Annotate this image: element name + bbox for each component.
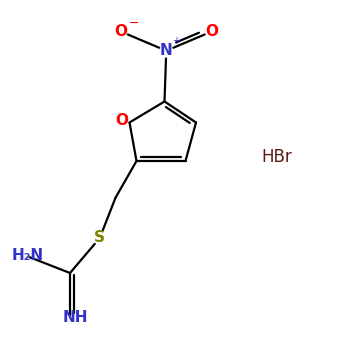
Text: S: S: [94, 231, 105, 245]
Text: O: O: [115, 113, 128, 128]
Text: −: −: [129, 17, 139, 30]
Text: O: O: [205, 24, 218, 39]
Text: O: O: [114, 24, 127, 39]
Text: HBr: HBr: [261, 148, 292, 167]
Text: H₂N: H₂N: [12, 248, 44, 263]
Text: NH: NH: [63, 310, 88, 325]
Text: N: N: [160, 43, 173, 58]
Text: +: +: [172, 36, 180, 46]
